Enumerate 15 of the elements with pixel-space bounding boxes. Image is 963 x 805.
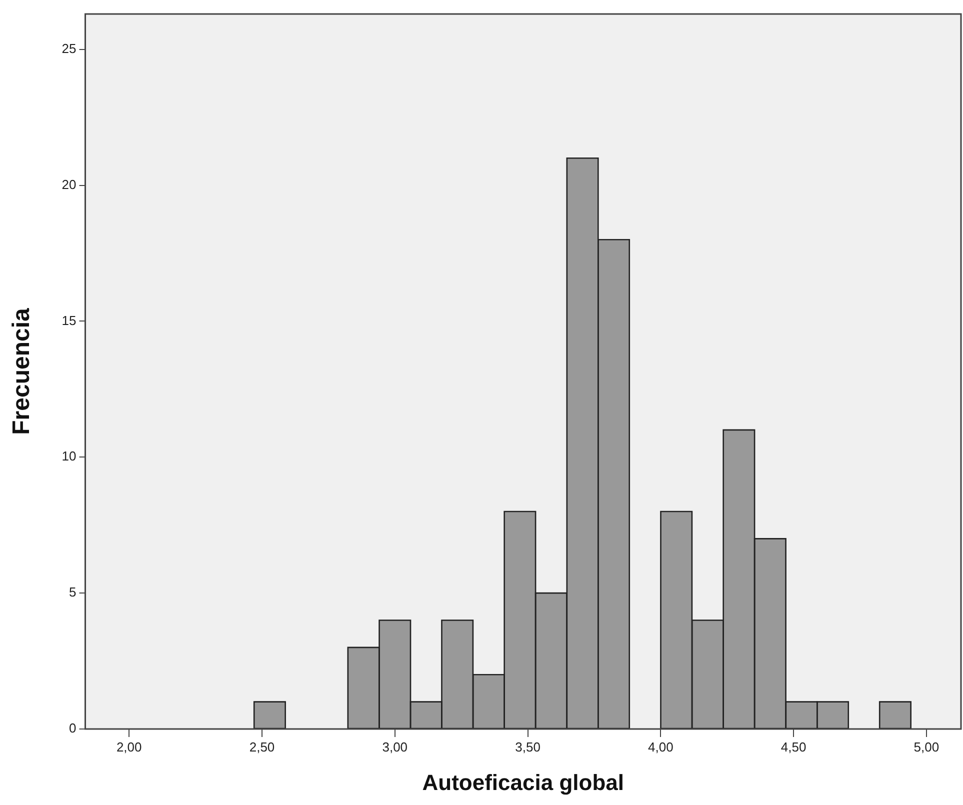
y-tick-label: 25 bbox=[62, 40, 76, 56]
x-tick-label: 3,50 bbox=[515, 739, 540, 754]
x-tick-label: 4,00 bbox=[648, 739, 674, 754]
y-axis-title: Frecuencia bbox=[8, 307, 36, 435]
x-axis-title: Autoeficacia global bbox=[422, 770, 624, 795]
y-tick-label: 5 bbox=[69, 584, 76, 600]
x-tick-label: 5,00 bbox=[914, 739, 940, 754]
x-tick-label: 4,50 bbox=[780, 739, 806, 754]
y-tick-label: 10 bbox=[62, 448, 76, 464]
y-tick-label: 0 bbox=[69, 720, 76, 736]
y-tick-label: 15 bbox=[62, 312, 76, 328]
x-tick-label: 2,50 bbox=[249, 739, 275, 754]
x-tick-label: 2,00 bbox=[116, 739, 142, 754]
y-tick-label: 20 bbox=[62, 176, 76, 192]
x-tick-label: 3,00 bbox=[382, 739, 408, 754]
